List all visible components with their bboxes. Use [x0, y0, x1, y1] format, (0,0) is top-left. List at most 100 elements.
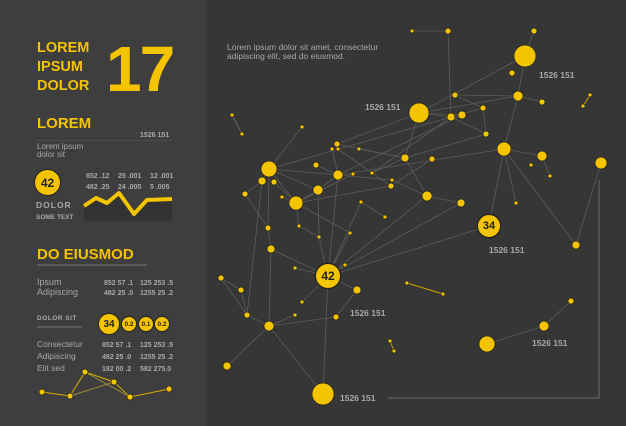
network-edge — [268, 316, 337, 327]
headline-line: IPSUM — [37, 59, 83, 75]
network-node — [241, 190, 249, 198]
network-edge — [268, 116, 452, 170]
node-label: 1526 151 — [532, 338, 568, 348]
network-edge — [337, 148, 505, 176]
network-node — [263, 320, 275, 332]
network-edge — [317, 189, 320, 238]
network-edge — [575, 162, 602, 246]
network-edge — [391, 179, 428, 197]
stat: 582 275.0 — [140, 366, 172, 373]
network-node — [513, 44, 537, 68]
network-edge-pair — [231, 114, 243, 135]
network-node — [536, 150, 548, 162]
network-edge — [450, 116, 487, 135]
row-label: Elit sed — [37, 363, 65, 373]
network-node — [530, 27, 538, 35]
network-edge — [488, 148, 505, 227]
dolor-label: DOLOR — [36, 200, 72, 210]
row-values: 852 57 .1 482 25 .0 — [104, 279, 133, 299]
badge: 0.2 — [154, 316, 170, 332]
value-label: 1526 151 — [140, 132, 170, 139]
network-edge — [295, 202, 351, 234]
intro-line: adipiscing elit, sed do eiusmod. — [227, 51, 346, 61]
network-node — [237, 286, 245, 294]
stat: 12 .001 — [150, 173, 174, 180]
network-edge — [503, 148, 577, 246]
network-node — [299, 124, 305, 130]
left-charts — [37, 191, 173, 401]
network-node — [456, 198, 466, 208]
network-edge-pair — [406, 282, 444, 295]
node-label: 1526 151 — [365, 102, 401, 112]
line-chart-point — [165, 385, 173, 393]
network-node — [292, 312, 298, 318]
network-node — [266, 244, 276, 254]
divider — [37, 140, 172, 141]
network-node — [508, 69, 516, 77]
network-edge — [327, 202, 462, 277]
network-node — [387, 182, 395, 190]
area-chart-line — [82, 191, 173, 216]
network-node — [270, 178, 278, 186]
network-edge — [322, 275, 329, 395]
section-title: LOREM — [37, 115, 92, 132]
node-badge-34: 34 — [477, 214, 501, 238]
headline-line: LOREM — [37, 40, 90, 56]
network-edge — [327, 195, 428, 277]
network-edge — [360, 201, 386, 218]
stat: 1255 25 .2 — [140, 354, 174, 361]
network-node — [513, 200, 519, 206]
network-edge — [482, 107, 487, 135]
row-label: Adipiscing — [37, 287, 79, 297]
badge: 0.2 — [121, 316, 137, 332]
network-node — [316, 234, 322, 240]
network-edge — [295, 185, 392, 204]
network-edge — [426, 195, 462, 204]
network-node — [440, 291, 446, 297]
network-edge — [220, 277, 248, 316]
line-chart-point — [110, 378, 118, 386]
node-label: 1526 151 — [489, 245, 525, 255]
network-edge — [486, 325, 545, 345]
network-edge — [246, 180, 263, 316]
network-edge — [268, 126, 303, 170]
stat: 125 253 .5 — [140, 280, 174, 287]
left-panel: LOREM IPSUM DOLOR 17 LOREM 1526 151 Lore… — [0, 0, 206, 426]
network-edge — [327, 225, 490, 277]
network-node — [580, 103, 586, 109]
network-node — [528, 162, 534, 168]
network-node — [567, 297, 575, 305]
network-node — [335, 146, 341, 152]
section-title: DO EIUSMOD — [37, 246, 134, 263]
network-edge — [371, 116, 452, 174]
line-chart-point — [126, 393, 134, 401]
network-edge — [337, 114, 463, 176]
stat: 24 .005 — [118, 184, 142, 191]
node-label: 1526 151 — [539, 70, 575, 80]
network-edge — [295, 173, 354, 204]
stat: 1255 25 .2 — [140, 290, 174, 297]
network-node — [478, 335, 496, 353]
line-chart-secondary — [69, 381, 115, 397]
row-values: 125 253 .5 1255 25 .2 — [140, 279, 173, 299]
network-node — [312, 161, 320, 169]
network-node — [352, 285, 362, 295]
node-label: 1526 151 — [340, 393, 376, 403]
badge-42: 42 — [34, 169, 61, 196]
stat: 482 25 .0 — [104, 290, 134, 297]
line-chart-line — [41, 371, 170, 398]
network-edge — [418, 55, 526, 114]
network-node — [311, 382, 335, 406]
network-edge — [543, 300, 572, 327]
network-node — [451, 91, 459, 99]
network-edge — [454, 94, 519, 97]
network-node — [333, 140, 341, 148]
network-node — [217, 274, 225, 282]
network-node — [356, 146, 362, 152]
network-node — [257, 176, 267, 186]
network-node — [404, 280, 410, 286]
network-edge — [503, 148, 517, 204]
network-node — [389, 177, 395, 183]
desc-line: Lorem ipsum — [37, 142, 84, 151]
